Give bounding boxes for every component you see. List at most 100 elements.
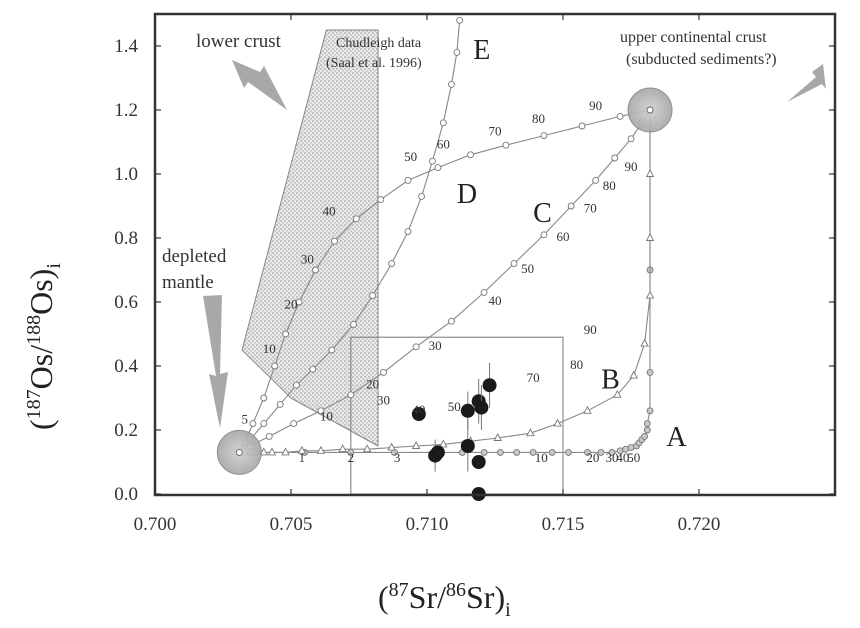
samples-layer	[411, 362, 497, 501]
x-tick-label: 0.705	[270, 514, 313, 535]
curve-d-point	[249, 420, 257, 428]
y-axis-title: (187Os/188Os)i	[23, 263, 65, 430]
chudleigh-label-2: (Saal et al. 1996)	[326, 56, 422, 71]
mixing-percent-label: 50	[404, 149, 417, 164]
curve-c-point	[627, 135, 635, 143]
sample-point	[460, 403, 475, 418]
plot-frame	[153, 12, 837, 497]
curve-a-point	[548, 448, 556, 456]
mixing-percent-label: 90	[625, 159, 638, 174]
sample-point	[482, 378, 497, 393]
mixing-percent-label: 20	[586, 450, 599, 465]
mixing-percent-label: 60	[437, 136, 450, 151]
end-member-marker	[646, 106, 654, 114]
mixing-percent-label: 10	[263, 341, 276, 356]
y-tick-label: 1.2	[114, 100, 138, 121]
curve-letter: E	[473, 35, 490, 66]
mixing-percent-label: 50	[627, 450, 640, 465]
x-tick-label: 0.720	[678, 514, 721, 535]
curve-e-point	[350, 320, 358, 328]
curve-letter: C	[533, 198, 552, 229]
curve-b-point	[439, 439, 448, 448]
curve-d-point	[502, 141, 510, 149]
curve-c-point	[448, 317, 455, 325]
x-tick-label: 0.715	[542, 514, 585, 535]
curve-c-point	[380, 368, 387, 376]
curve-b-point	[338, 444, 347, 453]
mixing-percent-label: 40	[489, 293, 502, 308]
curve-c-point	[567, 202, 575, 210]
curve-d-point	[540, 132, 548, 140]
curve-a-point	[564, 448, 572, 456]
curve-b-point	[640, 338, 649, 347]
curve-b-point	[387, 442, 396, 451]
curve-d-point	[352, 215, 360, 223]
curve-b-point	[316, 445, 326, 454]
curve-b-point	[362, 444, 372, 453]
x-tick-label: 0.700	[134, 514, 177, 535]
curve-a-point	[646, 407, 654, 415]
curve-d-point	[404, 176, 412, 184]
curve-b-point	[526, 428, 535, 437]
sample-point	[430, 445, 445, 460]
mixing-percent-label: 30	[377, 392, 390, 407]
curve-e-point	[448, 80, 455, 88]
curve-d-point	[282, 330, 290, 338]
curve-c-point	[611, 154, 619, 162]
curve-e-point	[418, 192, 426, 200]
curve-b-point	[583, 405, 592, 414]
curve-b-point	[645, 233, 655, 241]
curve-c-point	[412, 343, 420, 351]
inset-box	[350, 336, 564, 495]
mixing-percent-label: 30	[429, 338, 442, 353]
curve-b-point	[297, 445, 307, 454]
mixing-percent-label: 70	[489, 124, 502, 139]
curve-e-point	[428, 157, 436, 165]
curve-e-point	[276, 400, 284, 408]
curve-letter: A	[666, 422, 687, 453]
curve-b-point	[629, 370, 638, 379]
mixing-percent-label: 20	[285, 296, 298, 311]
mixing-percent-label: 40	[616, 450, 629, 465]
curve-a-point	[584, 448, 591, 456]
curve-e-point	[439, 119, 447, 127]
curve-d-point	[434, 164, 442, 172]
curve-d-point	[578, 122, 586, 130]
curve-c-point	[290, 420, 298, 428]
y-tick-label: 1.0	[114, 164, 138, 185]
curve-e-point	[292, 381, 300, 389]
y-tick-label: 0.8	[114, 228, 138, 249]
depleted-mantle-arrow	[203, 295, 228, 428]
upper-crust-label-2: (subducted sediments?)	[626, 51, 777, 68]
curve-d-point	[616, 112, 624, 120]
curve-a-point	[597, 448, 605, 456]
curve-c-point	[347, 391, 355, 399]
mixing-percent-label: 10	[320, 408, 333, 423]
curve-e-point	[309, 365, 317, 373]
mixing-percent-label: 2	[348, 450, 355, 465]
curve-e-point	[453, 48, 461, 56]
y-tick-label: 0.0	[114, 484, 138, 505]
chudleigh-label-1: Chudleigh data	[336, 36, 422, 51]
lower-crust-label: lower crust	[196, 31, 282, 52]
mixing-percent-label: 3	[394, 450, 401, 465]
curve-a-point	[480, 448, 488, 456]
curve-a-point	[646, 368, 654, 376]
mixing-percent-label: 80	[603, 178, 616, 193]
inset-box-layer	[350, 336, 564, 495]
curve-c-point	[317, 407, 325, 415]
curve-c-line	[239, 109, 651, 453]
mixing-percent-label: 5	[242, 412, 249, 427]
curve-b-point	[613, 389, 622, 398]
sample-point	[460, 439, 475, 453]
mixing-percent-label: 40	[412, 402, 425, 417]
y-tick-label: 0.2	[114, 420, 138, 441]
curve-b-point	[645, 290, 655, 299]
chudleigh-field-layer	[241, 29, 379, 447]
mixing-percent-label: 10	[535, 450, 548, 465]
lower-crust-arrow	[232, 60, 287, 110]
curve-b-point	[411, 441, 421, 449]
mixing-percent-label: 1	[299, 450, 306, 465]
curve-b-point	[645, 169, 655, 177]
